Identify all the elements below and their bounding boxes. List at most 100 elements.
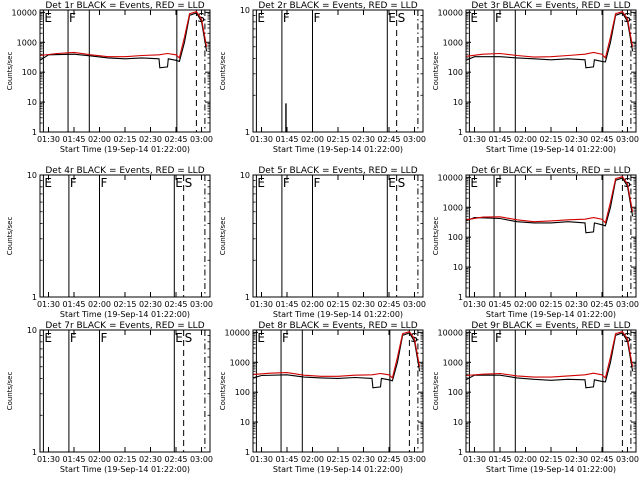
x-tick-label: 02:15	[113, 300, 136, 309]
x-tick-label: 02:15	[539, 455, 562, 464]
x-tick-label: 03:00	[616, 135, 639, 144]
panel-det-1: Det 1r BLACK = Events, RED = LLD 1 10 100 10…	[6, 1, 213, 154]
panel-det-8: Det 8r BLACK = Events, RED = LLD 1 10 100 10…	[219, 321, 426, 474]
y-tick-label: 100	[235, 388, 250, 397]
x-tick-label: 02:45	[590, 300, 613, 309]
plot-frame	[39, 329, 211, 453]
x-tick-label: 02:15	[539, 300, 562, 309]
y-axis-label: Counts/sec	[432, 217, 440, 256]
event-marker-label: F	[283, 11, 290, 25]
y-axis-label: Counts/sec	[6, 52, 14, 91]
x-tick-label: 02:15	[326, 135, 349, 144]
y-tick-label: 1	[245, 448, 250, 457]
x-tick-label: 03:00	[616, 455, 639, 464]
x-tick-label: 01:30	[250, 135, 273, 144]
panel-det-7: Det 7r BLACK = Events, RED = LLD 1 10 01:30…	[6, 321, 213, 474]
y-tick-label: 1000	[230, 358, 250, 367]
x-axis-label: Start Time (19-Sep-14 01:22:00)	[273, 310, 403, 319]
x-tick-label: 02:30	[139, 135, 162, 144]
series-line-lld	[252, 331, 421, 379]
x-tick-label: 01:45	[488, 135, 511, 144]
x-tick-label: 01:30	[463, 135, 486, 144]
y-axis-label: Counts/sec	[432, 52, 440, 91]
y-tick-label: 10	[240, 6, 250, 15]
y-tick-label: 10	[453, 418, 463, 427]
x-tick-label: 02:30	[352, 300, 375, 309]
x-tick-label: 03:00	[403, 455, 426, 464]
y-tick-label: 1	[458, 128, 463, 137]
event-marker-label: E	[175, 331, 183, 345]
x-tick-label: 02:30	[139, 455, 162, 464]
y-tick-label: 10000	[438, 173, 463, 182]
plot-frame	[465, 174, 637, 298]
x-tick-label: 02:15	[113, 455, 136, 464]
y-tick-label: 10000	[438, 8, 463, 17]
x-axis-label: Start Time (19-Sep-14 01:22:00)	[273, 145, 403, 154]
panel-title: Det 6r BLACK = Events, RED = LLD	[471, 166, 630, 176]
x-tick-label: 02:45	[590, 455, 613, 464]
plot-frame	[465, 329, 637, 453]
x-tick-label: 01:45	[62, 455, 85, 464]
x-tick-label: 03:00	[190, 135, 213, 144]
x-tick-label: 02:30	[565, 455, 588, 464]
y-axis-label: Counts/sec	[432, 372, 440, 411]
x-tick-label: 01:30	[37, 300, 60, 309]
event-marker-label: E	[44, 331, 52, 345]
panel-det-4: Det 4r BLACK = Events, RED = LLD 1 10 01:30…	[6, 166, 213, 319]
panel-det-2: Det 2r BLACK = Events, RED = LLD 1 10 01:30…	[219, 1, 426, 154]
x-axis-label: Start Time (19-Sep-14 01:22:00)	[486, 145, 616, 154]
x-tick-label: 01:45	[275, 455, 298, 464]
x-axis-label: Start Time (19-Sep-14 01:22:00)	[60, 145, 190, 154]
series-line-lld	[39, 11, 208, 59]
panel-det-6: Det 6r BLACK = Events, RED = LLD 1 10 100 10…	[432, 166, 639, 319]
x-tick-label: 02:00	[88, 455, 111, 464]
y-tick-label: 10	[240, 171, 250, 180]
event-marker-label: S	[398, 176, 406, 190]
event-marker-label: E	[388, 11, 396, 25]
y-tick-label: 1000	[443, 358, 463, 367]
x-tick-label: 01:30	[463, 300, 486, 309]
x-tick-label: 02:45	[164, 300, 187, 309]
x-tick-label: 02:30	[139, 300, 162, 309]
y-tick-label: 10	[27, 98, 37, 107]
plot-frame	[252, 9, 424, 133]
y-tick-label: 1	[32, 293, 37, 302]
plot-frame	[39, 9, 211, 133]
y-tick-label: 100	[448, 233, 463, 242]
event-marker-label: F	[282, 331, 289, 345]
event-marker-label: F	[70, 331, 77, 345]
event-marker-label: S	[185, 331, 193, 345]
event-marker-label: F	[283, 176, 290, 190]
event-marker-label: F	[101, 176, 108, 190]
x-tick-label: 01:30	[463, 455, 486, 464]
y-tick-label: 1000	[443, 203, 463, 212]
y-tick-label: 1	[245, 128, 250, 137]
event-marker-label: S	[185, 176, 193, 190]
event-marker-label: F	[314, 11, 321, 25]
panel-title: Det 3r BLACK = Events, RED = LLD	[471, 1, 630, 11]
panel-title: Det 2r BLACK = Events, RED = LLD	[258, 1, 417, 11]
x-tick-label: 02:00	[88, 135, 111, 144]
x-tick-label: 02:00	[514, 135, 537, 144]
x-tick-label: 02:00	[88, 300, 111, 309]
y-tick-label: 1000	[443, 38, 463, 47]
x-tick-label: 01:30	[250, 455, 273, 464]
y-tick-label: 1	[458, 448, 463, 457]
x-tick-label: 02:45	[377, 455, 400, 464]
y-tick-label: 1	[32, 448, 37, 457]
x-tick-label: 03:00	[616, 300, 639, 309]
series-line-lld	[465, 11, 634, 60]
y-tick-label: 10	[27, 171, 37, 180]
event-marker-label: E	[257, 11, 265, 25]
x-tick-label: 02:30	[565, 300, 588, 309]
y-tick-label: 1	[245, 293, 250, 302]
y-tick-label: 100	[448, 68, 463, 77]
event-marker-label: F	[495, 11, 502, 25]
x-axis-label: Start Time (19-Sep-14 01:22:00)	[60, 465, 190, 474]
event-marker-label: E	[470, 11, 478, 25]
panel-det-9: Det 9r BLACK = Events, RED = LLD 1 10 100 10…	[432, 321, 639, 474]
event-marker-label: F	[495, 331, 502, 345]
event-marker-label: E	[175, 176, 183, 190]
y-tick-label: 10000	[438, 328, 463, 337]
